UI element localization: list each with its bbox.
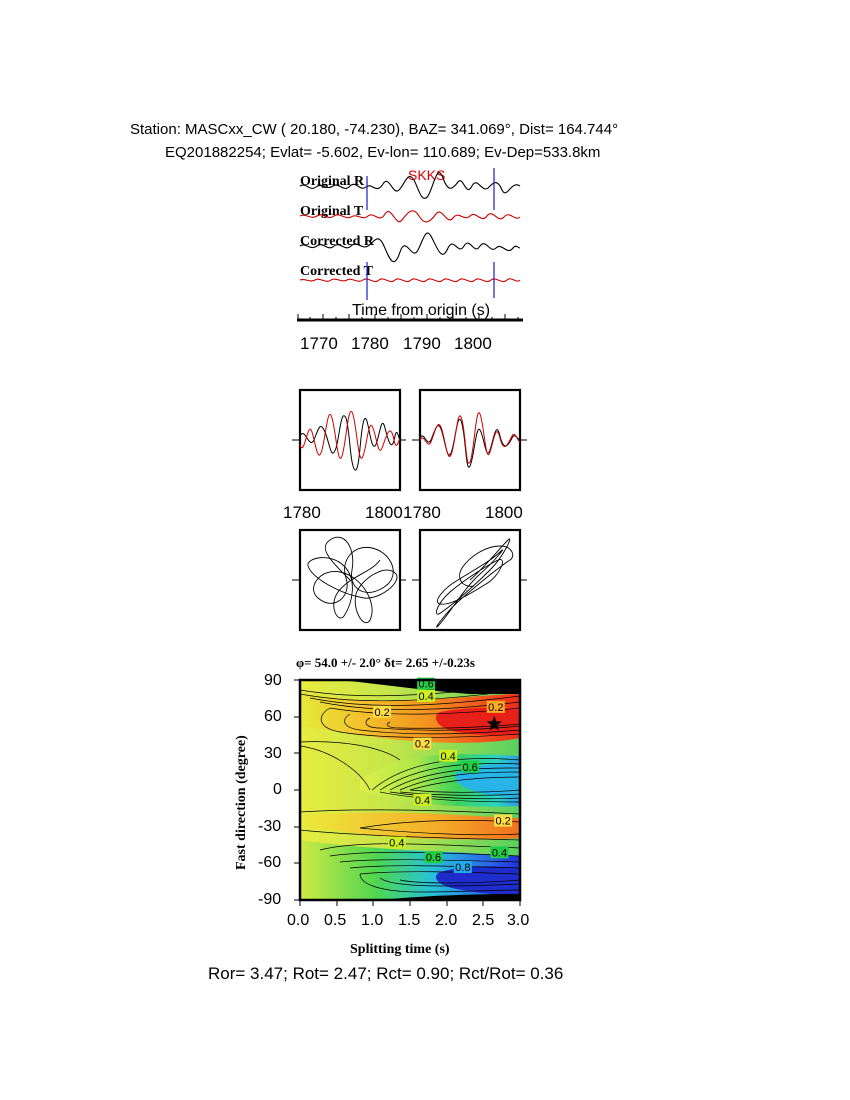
- contour-label: 0.4: [440, 751, 455, 763]
- wave-tick-1780: 1780: [351, 334, 389, 353]
- contour-label-box: [417, 689, 436, 702]
- left-particle-motion-path: [307, 536, 398, 623]
- grid-ytick-0: 0: [273, 781, 282, 798]
- grid-ytick-m90: -90: [258, 891, 282, 908]
- wave-tick-1800: 1800: [454, 334, 492, 353]
- contour-label: 0.8: [455, 862, 470, 874]
- grid-xtick-1p5: 1.5: [398, 912, 421, 929]
- grid-xtick-2p5: 2.5: [472, 912, 495, 929]
- trace-original-r: [299, 172, 521, 199]
- label-corrected-t: Corrected T: [300, 264, 373, 279]
- grid-ytick-m30: -30: [258, 818, 282, 835]
- contour-label: 0.2: [415, 739, 430, 751]
- contour-label-layer: 0.60.40.2 0.20.20.40.60.40.20.40.60.80.4: [373, 677, 513, 874]
- contour-label: 0.6: [426, 852, 441, 864]
- energy-grid: 0.60.40.2 0.20.20.40.60.40.20.40.60.80.4: [294, 677, 522, 906]
- grid-title: φ= 54.0 +/- 2.0° δt= 2.65 +/-0.23s: [296, 655, 475, 670]
- grid-best-fit-core: [435, 708, 520, 736]
- contour-label: 0.2: [488, 702, 503, 714]
- grid-frame-ticks: [294, 679, 521, 906]
- grid-ytick-30: 30: [264, 745, 282, 762]
- grid-xtick-0: 0.0: [287, 912, 310, 929]
- right-window-red-trace: [419, 412, 521, 464]
- waveform-axis-ticks: [297, 314, 519, 320]
- waveform-panel: [297, 168, 523, 322]
- trace-original-t: [299, 210, 521, 223]
- particle-motion-right: [412, 528, 527, 632]
- event-info: EQ201882254; Evlat= -5.602, Ev-lon= 110.…: [165, 144, 601, 161]
- left-window-black-trace: [299, 415, 401, 471]
- window-traces-right: [412, 388, 527, 492]
- left-window-red-trace: [299, 411, 401, 459]
- contour-label: 0.6: [418, 679, 433, 691]
- grid-xlabel: Splitting time (s): [350, 942, 450, 957]
- contour-label-box: [453, 861, 472, 873]
- best-fit-star: [486, 716, 502, 731]
- wave-tick-1770: 1770: [300, 334, 338, 353]
- contour-label-box: [373, 705, 392, 718]
- contour-label-box: [461, 760, 480, 773]
- contour-label-box: [413, 737, 432, 750]
- contour-label-box: [486, 700, 505, 713]
- win-right-tick-1800: 1800: [485, 503, 523, 522]
- grid-bottom-dark-edge: [380, 894, 520, 900]
- ratios-line: Ror= 3.47; Rot= 2.47; Rct= 0.90; Rct/Rot…: [208, 964, 564, 983]
- contour-label: 0.2: [374, 707, 389, 719]
- contour-label: 0.4: [415, 795, 430, 807]
- grid-ytick-m60: -60: [258, 854, 282, 871]
- contour-label: 0.4: [418, 691, 433, 703]
- contour-label: 0.4: [389, 838, 404, 850]
- contour-label-box: [490, 846, 509, 859]
- contour-label-box: [413, 793, 432, 806]
- station-info: Station: MASCxx_CW ( 20.180, -74.230), B…: [130, 121, 619, 138]
- grid-xtick-1: 1.0: [361, 912, 384, 929]
- contour-label: 0.2: [495, 816, 510, 828]
- win-left-tick-1800: 1800: [365, 503, 403, 522]
- grid-xtick-3: 3.0: [507, 912, 530, 929]
- phase-label-skks: SKKS: [408, 167, 446, 183]
- trace-corrected-t: [299, 278, 521, 283]
- grid-xtick-0p5: 0.5: [324, 912, 347, 929]
- label-original-r: Original R: [300, 174, 365, 189]
- particle-motion-left: [292, 528, 406, 632]
- window-traces-left: [292, 388, 406, 492]
- contour-label-box: [424, 851, 443, 864]
- right-window-black-trace: [419, 418, 521, 468]
- grid-xtick-2: 2.0: [435, 912, 458, 929]
- grid-ytick-90: 90: [264, 672, 282, 689]
- waveform-xlabel: Time from origin (s): [352, 302, 491, 319]
- right-particle-motion-path: [436, 538, 514, 628]
- contour-label-box: [494, 814, 513, 827]
- grid-ytick-60: 60: [264, 708, 282, 725]
- contour-label: 0.6: [462, 762, 477, 774]
- label-original-t: Original T: [300, 204, 364, 219]
- win-left-tick-1780: 1780: [283, 503, 321, 522]
- grid-lower-warm-band: [300, 812, 520, 840]
- win-right-tick-1780: 1780: [403, 503, 441, 522]
- trace-corrected-r: [299, 232, 521, 263]
- contour-label: 0.4: [492, 847, 507, 859]
- contour-label-box: [387, 836, 406, 849]
- wave-tick-1790: 1790: [403, 334, 441, 353]
- contour-label-box: [439, 749, 458, 762]
